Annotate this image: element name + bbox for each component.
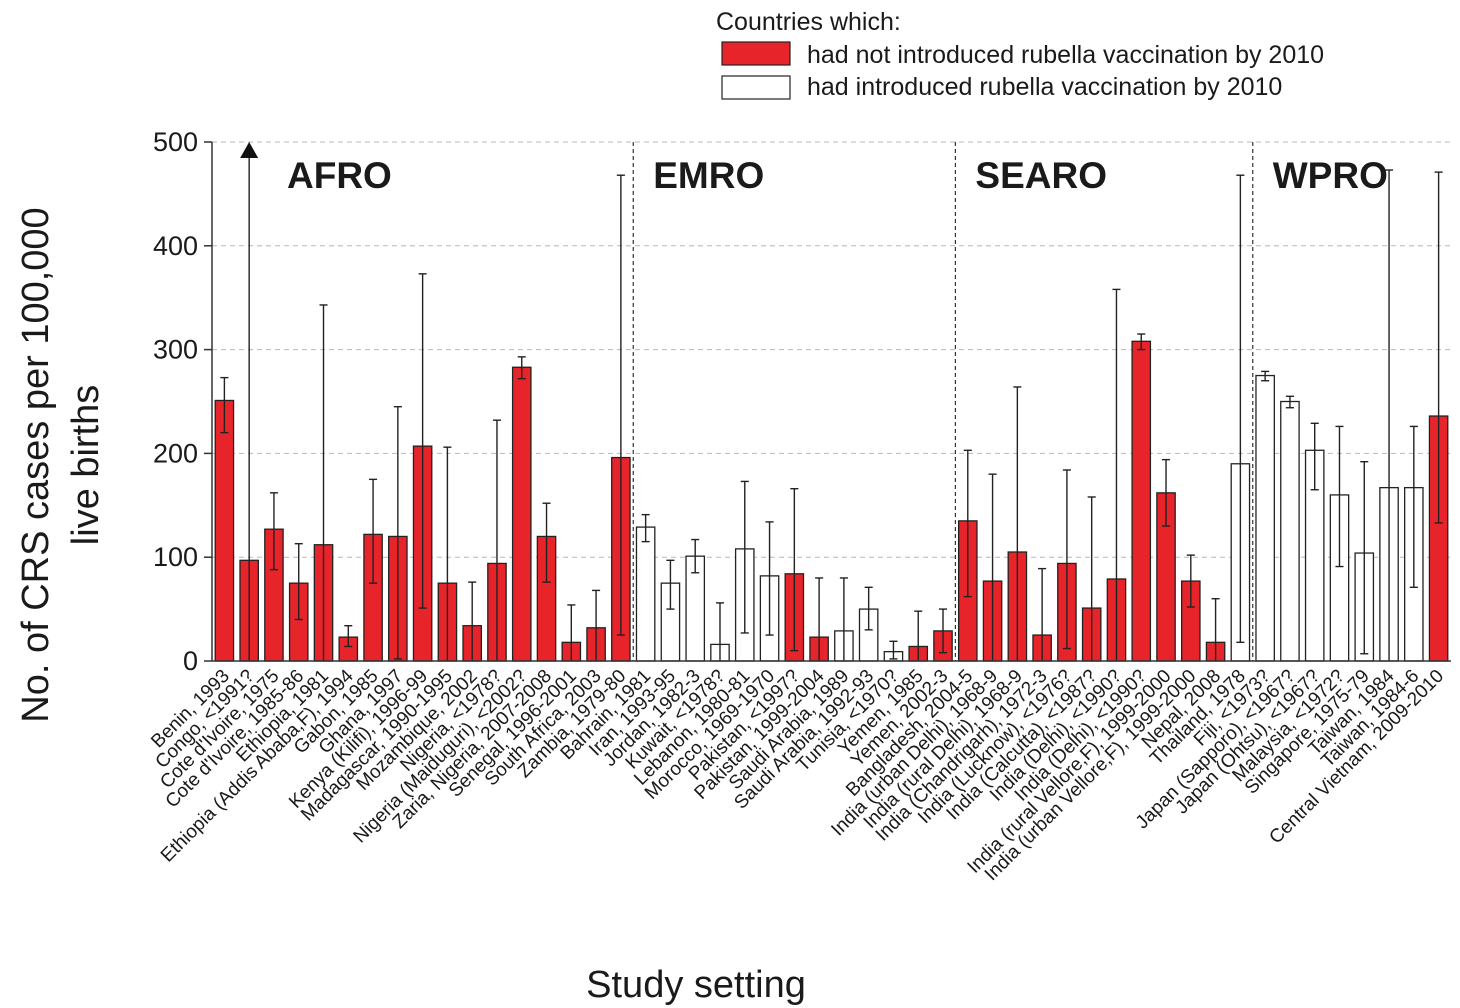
y-tick-label: 400: [153, 231, 198, 261]
legend-label-introduced: had introduced rubella vaccination by 20…: [807, 73, 1282, 101]
region-labels: AFRO EMRO SEARO WPRO: [287, 155, 1388, 196]
region-label-emro: EMRO: [653, 155, 764, 196]
bar: [1131, 340, 1152, 662]
bar: [1280, 400, 1300, 662]
bar: [214, 399, 235, 662]
region-label-wpro: WPRO: [1273, 155, 1388, 196]
legend-label-not-introduced: had not introduced rubella vaccination b…: [807, 41, 1324, 69]
error-arrow: [240, 142, 259, 158]
region-label-afro: AFRO: [287, 155, 392, 196]
y-tick-label: 300: [153, 335, 198, 365]
bar: [1255, 374, 1275, 662]
bar: [635, 526, 656, 662]
legend: Countries which: had not introduced rube…: [716, 8, 1324, 101]
gridlines: [204, 141, 1451, 662]
axes: [211, 142, 1451, 662]
bars: [214, 340, 1449, 662]
bar: [511, 366, 532, 662]
y-axis-title: No. of CRS cases per 100,000 live births: [15, 207, 107, 722]
y-tick-label: 100: [153, 542, 198, 572]
x-axis-title: Study setting: [586, 964, 806, 1006]
legend-title: Countries which:: [716, 8, 901, 36]
region-dividers: [632, 142, 1254, 661]
y-axis-title-line2: live births: [65, 385, 107, 546]
y-tick-label: 0: [183, 646, 198, 676]
y-axis-title-line1: No. of CRS cases per 100,000: [15, 207, 57, 722]
region-label-searo: SEARO: [975, 155, 1107, 196]
y-tick-labels: 0 100 200 300 400 500: [153, 127, 198, 676]
y-tick-label: 500: [153, 127, 198, 157]
error-bars: [220, 142, 1443, 661]
y-tick-label: 200: [153, 438, 198, 468]
legend-swatch-not-introduced: [721, 41, 791, 66]
legend-swatch-introduced: [721, 75, 791, 100]
